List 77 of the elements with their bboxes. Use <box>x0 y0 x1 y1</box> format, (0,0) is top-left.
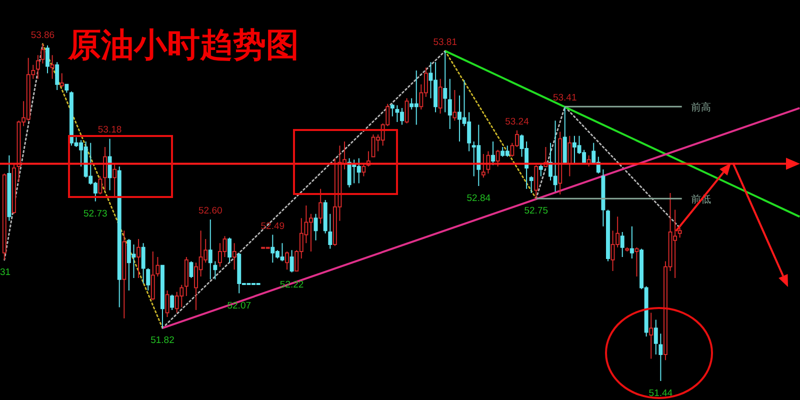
candlestick <box>438 78 442 114</box>
annotation: 52.75 <box>524 206 548 217</box>
candlestick <box>601 168 606 227</box>
chart-title: 原油小时趋势图 <box>67 25 299 64</box>
annotation: 53.41 <box>552 92 577 104</box>
candlestick <box>658 333 663 382</box>
candlestick <box>678 227 682 238</box>
candlestick <box>141 242 146 284</box>
candlestick <box>496 149 500 168</box>
candlestick <box>46 44 50 74</box>
candlestick <box>108 138 112 191</box>
candlestick <box>404 98 409 124</box>
candlestick <box>103 146 107 191</box>
candlestick <box>2 173 6 260</box>
candlestick <box>290 250 294 273</box>
candlestick <box>538 163 543 177</box>
candlestick <box>562 106 567 164</box>
candlestick <box>448 78 452 130</box>
candlestick <box>390 103 394 117</box>
candlestick <box>314 213 318 241</box>
candlestick <box>213 260 218 280</box>
annotation: 53.81 <box>433 36 458 48</box>
candlestick <box>40 44 45 64</box>
candlestick <box>228 237 232 264</box>
candlestick <box>98 176 102 195</box>
candlestick <box>362 163 366 177</box>
annotation: 53.24 <box>505 116 529 128</box>
candlestick <box>156 256 160 278</box>
candlestick <box>170 294 174 310</box>
candlestick <box>160 264 164 329</box>
annotation: 52.73 <box>84 208 108 220</box>
annotation: 51.82 <box>150 335 174 346</box>
candlestick <box>189 260 194 278</box>
candlestick <box>328 213 332 250</box>
candlestick <box>620 231 624 258</box>
candlestick <box>64 84 69 94</box>
candlestick <box>117 166 122 308</box>
annotation: 52.07 <box>227 300 252 312</box>
candlestick <box>649 312 654 360</box>
candlestick <box>285 250 290 270</box>
candlestick <box>184 256 188 297</box>
candlestick <box>55 62 60 90</box>
annotation: 51.44 <box>648 388 673 399</box>
candlestick <box>481 154 486 178</box>
candlestick <box>452 89 457 122</box>
candlestick <box>12 163 16 214</box>
candlestick <box>625 246 630 252</box>
candlestick <box>318 188 323 224</box>
candlestick <box>568 135 572 177</box>
annotation: 53.86 <box>30 30 55 41</box>
candlestick <box>208 218 212 280</box>
candlestick <box>491 140 496 166</box>
candlestick <box>630 226 634 259</box>
candlestick <box>323 199 328 234</box>
candlestick <box>50 54 54 80</box>
annotation: 52.84 <box>466 193 491 204</box>
candlestick <box>7 154 12 222</box>
candlestick <box>558 131 562 195</box>
candlestick <box>443 50 448 113</box>
candlestick <box>634 246 639 278</box>
candlestick <box>529 176 534 194</box>
candlestick <box>534 164 538 200</box>
candlestick <box>136 238 141 278</box>
candlestick <box>146 268 150 291</box>
candlestick <box>654 319 658 356</box>
candlestick <box>232 242 236 270</box>
candlestick <box>606 209 610 262</box>
candlestick <box>122 230 126 319</box>
candlestick <box>150 250 155 301</box>
candlestick <box>165 290 170 318</box>
candlestick <box>60 72 64 88</box>
candlestick <box>36 54 40 80</box>
annotation: 31 <box>0 266 11 278</box>
annotation: 52.60 <box>198 205 222 216</box>
candlestick <box>112 163 117 198</box>
annotation: 53.18 <box>98 124 122 136</box>
ref-line-label: 前高 <box>690 102 711 114</box>
